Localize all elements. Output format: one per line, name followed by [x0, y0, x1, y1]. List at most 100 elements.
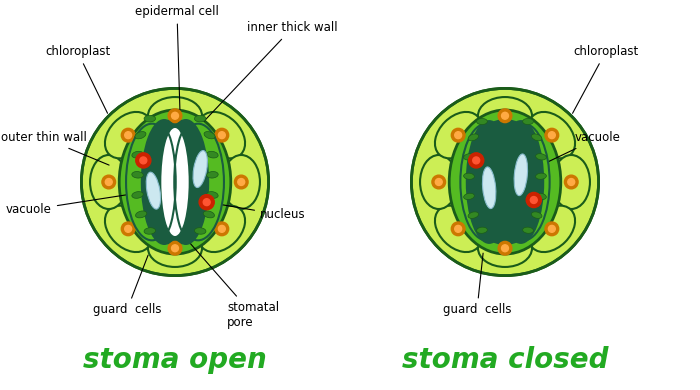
Ellipse shape	[412, 89, 598, 276]
Circle shape	[238, 179, 245, 186]
Ellipse shape	[141, 119, 188, 245]
Circle shape	[234, 175, 248, 189]
Circle shape	[548, 132, 555, 138]
Ellipse shape	[482, 167, 496, 209]
Circle shape	[140, 157, 147, 164]
Ellipse shape	[146, 172, 160, 209]
Circle shape	[168, 109, 182, 122]
Circle shape	[545, 222, 559, 236]
Text: chloroplast: chloroplast	[573, 46, 638, 113]
Ellipse shape	[528, 206, 575, 252]
Circle shape	[199, 195, 214, 210]
Ellipse shape	[135, 131, 146, 139]
Ellipse shape	[136, 211, 147, 218]
Text: guard  cells: guard cells	[92, 255, 161, 317]
Ellipse shape	[148, 97, 202, 135]
Ellipse shape	[126, 124, 178, 240]
Ellipse shape	[90, 155, 127, 209]
Ellipse shape	[531, 212, 542, 218]
Circle shape	[121, 128, 135, 142]
Circle shape	[455, 132, 461, 138]
Ellipse shape	[523, 119, 533, 124]
Text: nucleus: nucleus	[209, 203, 306, 222]
Ellipse shape	[162, 119, 209, 245]
Circle shape	[452, 128, 465, 142]
Ellipse shape	[477, 227, 487, 233]
Circle shape	[105, 179, 112, 186]
Text: stomatal
pore: stomatal pore	[181, 233, 279, 329]
Ellipse shape	[478, 97, 532, 135]
Text: stoma closed: stoma closed	[402, 346, 608, 374]
Text: outer thin wall: outer thin wall	[1, 131, 109, 165]
Ellipse shape	[498, 124, 550, 240]
Ellipse shape	[463, 173, 475, 179]
Ellipse shape	[132, 191, 144, 198]
Ellipse shape	[552, 155, 590, 209]
Circle shape	[548, 225, 555, 232]
Text: chloroplast: chloroplast	[45, 46, 111, 113]
Circle shape	[498, 241, 512, 255]
Ellipse shape	[132, 172, 144, 178]
Ellipse shape	[203, 211, 214, 218]
Ellipse shape	[466, 120, 512, 244]
Ellipse shape	[195, 115, 206, 122]
Circle shape	[218, 132, 225, 138]
Circle shape	[452, 222, 465, 236]
Text: vacuole: vacuole	[6, 191, 150, 216]
Ellipse shape	[199, 206, 245, 252]
Ellipse shape	[144, 115, 155, 122]
Circle shape	[121, 222, 135, 236]
Ellipse shape	[468, 134, 479, 141]
Circle shape	[102, 175, 116, 189]
Ellipse shape	[134, 120, 216, 244]
Ellipse shape	[461, 124, 512, 240]
Ellipse shape	[536, 154, 546, 160]
Ellipse shape	[477, 119, 487, 124]
Ellipse shape	[105, 206, 151, 252]
Circle shape	[501, 112, 508, 119]
Ellipse shape	[195, 228, 206, 234]
Circle shape	[468, 153, 484, 168]
Circle shape	[568, 179, 575, 186]
Ellipse shape	[501, 130, 509, 234]
Circle shape	[531, 197, 538, 204]
Ellipse shape	[498, 120, 544, 244]
Text: inner thick wall: inner thick wall	[204, 21, 337, 121]
Ellipse shape	[144, 228, 155, 234]
Text: vacuole: vacuole	[524, 131, 621, 174]
Ellipse shape	[193, 151, 207, 188]
Circle shape	[125, 132, 132, 138]
Ellipse shape	[449, 110, 561, 254]
Ellipse shape	[514, 154, 528, 196]
Text: epidermal cell: epidermal cell	[135, 5, 219, 110]
Circle shape	[432, 175, 446, 189]
Ellipse shape	[206, 151, 218, 158]
Circle shape	[455, 225, 461, 232]
Circle shape	[168, 241, 182, 255]
Ellipse shape	[435, 112, 482, 158]
Ellipse shape	[172, 124, 224, 240]
Ellipse shape	[223, 155, 260, 209]
Ellipse shape	[81, 89, 269, 276]
Text: guard  cells: guard cells	[442, 253, 511, 317]
Circle shape	[136, 153, 151, 168]
Ellipse shape	[105, 112, 151, 158]
Ellipse shape	[420, 155, 458, 209]
Circle shape	[172, 112, 178, 119]
Circle shape	[215, 222, 229, 236]
Ellipse shape	[468, 212, 479, 218]
Circle shape	[172, 245, 178, 252]
Text: stoma open: stoma open	[83, 346, 267, 374]
Ellipse shape	[161, 128, 189, 236]
Ellipse shape	[463, 193, 475, 200]
Circle shape	[125, 225, 132, 232]
Circle shape	[473, 157, 480, 164]
Circle shape	[498, 109, 512, 122]
Ellipse shape	[206, 191, 218, 198]
Ellipse shape	[463, 120, 547, 244]
Ellipse shape	[132, 151, 144, 158]
Ellipse shape	[478, 230, 532, 267]
Ellipse shape	[119, 110, 231, 254]
Ellipse shape	[206, 172, 218, 178]
Circle shape	[218, 225, 225, 232]
